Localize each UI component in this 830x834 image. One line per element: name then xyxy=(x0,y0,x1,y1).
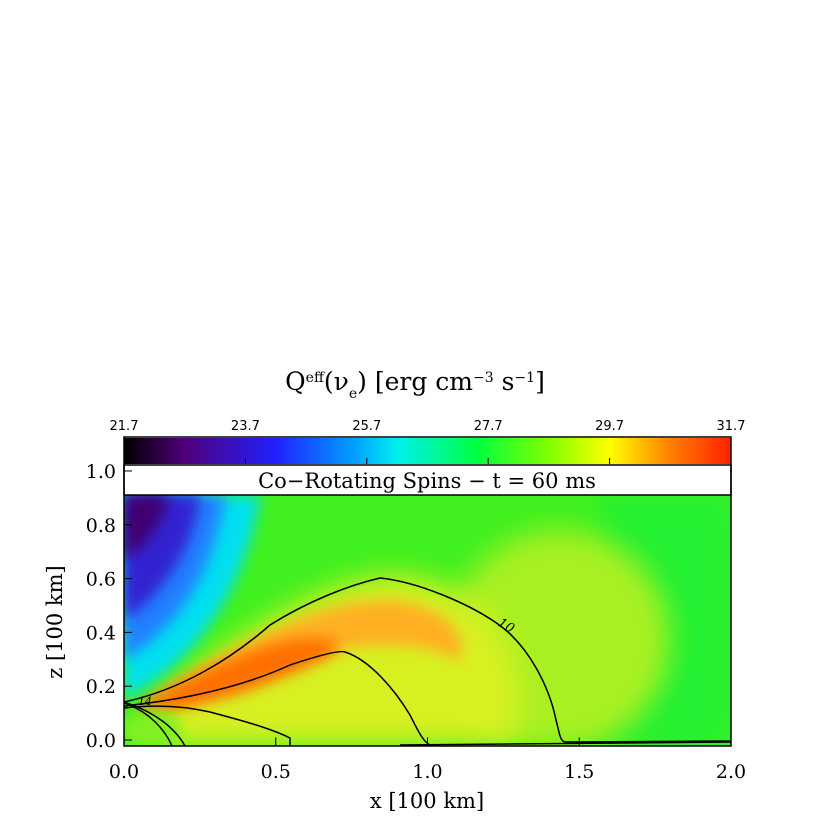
title-part: −1 xyxy=(514,370,535,386)
x-tick-label: 1.0 xyxy=(412,761,442,783)
colorbar-tick-label: 23.7 xyxy=(231,419,260,434)
contour-lines xyxy=(124,577,731,746)
colorbar-tick-label: 21.7 xyxy=(110,419,139,434)
colorbar-tick-label: 25.7 xyxy=(352,419,381,434)
title-part: (ν xyxy=(324,367,349,396)
y-tick-label: 0.0 xyxy=(86,730,116,752)
title-part: eff xyxy=(306,370,325,386)
heatmap-field xyxy=(124,495,731,746)
x-tick-label: 0.0 xyxy=(109,761,139,783)
colorbar-title: Qeff(νe) [erg cm−3 s−1] xyxy=(285,367,545,402)
contour-label: 14 xyxy=(138,695,152,708)
colorbar-tick-label: 27.7 xyxy=(474,419,503,434)
x-tick-label: 1.5 xyxy=(564,761,594,783)
title-part: s xyxy=(494,367,515,396)
title-part: ] xyxy=(535,367,545,396)
banner-box xyxy=(123,464,732,496)
title-part: ) [erg cm xyxy=(357,367,473,396)
y-tick-label: 0.6 xyxy=(86,569,116,591)
x-axis-label: x [100 km] xyxy=(370,789,484,813)
plot-frame xyxy=(123,436,732,747)
y-tick-label: 0.4 xyxy=(86,622,116,644)
y-tick-label: 1.0 xyxy=(86,461,116,483)
contour-label: 10 xyxy=(495,615,517,636)
x-tick-label: 0.5 xyxy=(261,761,291,783)
colorbar-tick-label: 29.7 xyxy=(595,419,624,434)
y-axis-label: z [100 km] xyxy=(43,565,67,679)
title-part: Q xyxy=(285,367,306,396)
title-part: e xyxy=(349,386,357,402)
banner: Co−Rotating Spins − t = 60 ms xyxy=(258,469,596,493)
x-tick-label: 2.0 xyxy=(716,761,746,783)
colorbar-tick-label: 31.7 xyxy=(717,419,746,434)
colorbar xyxy=(124,438,731,464)
y-tick-label: 0.8 xyxy=(86,515,116,537)
y-tick-label: 0.2 xyxy=(86,676,116,698)
title-part: −3 xyxy=(473,370,494,386)
